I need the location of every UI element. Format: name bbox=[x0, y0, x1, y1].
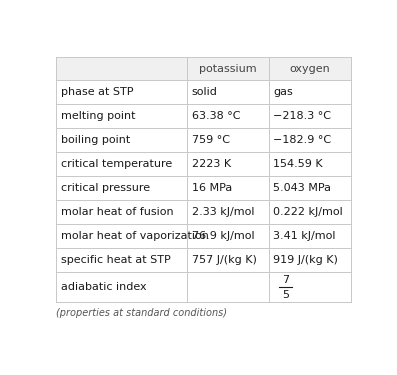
Bar bbox=[56, 128, 351, 152]
Bar bbox=[56, 272, 351, 302]
Bar bbox=[56, 176, 351, 200]
Text: 5: 5 bbox=[282, 290, 289, 300]
Text: melting point: melting point bbox=[61, 111, 135, 121]
Text: 154.59 K: 154.59 K bbox=[273, 159, 323, 169]
Text: molar heat of fusion: molar heat of fusion bbox=[61, 207, 173, 217]
Text: molar heat of vaporization: molar heat of vaporization bbox=[61, 231, 208, 241]
Bar bbox=[56, 104, 351, 128]
Text: 757 J/(kg K): 757 J/(kg K) bbox=[192, 255, 256, 265]
Text: critical pressure: critical pressure bbox=[61, 183, 150, 193]
Text: oxygen: oxygen bbox=[289, 63, 330, 74]
Text: (properties at standard conditions): (properties at standard conditions) bbox=[56, 308, 227, 318]
Bar bbox=[56, 248, 351, 272]
Text: specific heat at STP: specific heat at STP bbox=[61, 255, 170, 265]
Bar bbox=[56, 57, 351, 80]
Text: −182.9 °C: −182.9 °C bbox=[273, 135, 331, 145]
Text: 759 °C: 759 °C bbox=[192, 135, 229, 145]
Text: 16 MPa: 16 MPa bbox=[192, 183, 232, 193]
Text: 5.043 MPa: 5.043 MPa bbox=[273, 183, 331, 193]
Text: critical temperature: critical temperature bbox=[61, 159, 172, 169]
Bar bbox=[56, 224, 351, 248]
Text: adiabatic index: adiabatic index bbox=[61, 282, 146, 292]
Text: 63.38 °C: 63.38 °C bbox=[192, 111, 240, 121]
Text: 919 J/(kg K): 919 J/(kg K) bbox=[273, 255, 338, 265]
Text: −218.3 °C: −218.3 °C bbox=[273, 111, 331, 121]
Text: 2223 K: 2223 K bbox=[192, 159, 231, 169]
Text: boiling point: boiling point bbox=[61, 135, 130, 145]
Text: 3.41 kJ/mol: 3.41 kJ/mol bbox=[273, 231, 335, 241]
Bar bbox=[56, 80, 351, 104]
Text: solid: solid bbox=[192, 87, 218, 97]
Text: phase at STP: phase at STP bbox=[61, 87, 133, 97]
Bar bbox=[56, 200, 351, 224]
Text: 76.9 kJ/mol: 76.9 kJ/mol bbox=[192, 231, 254, 241]
Text: 0.222 kJ/mol: 0.222 kJ/mol bbox=[273, 207, 343, 217]
Bar bbox=[56, 152, 351, 176]
Text: 2.33 kJ/mol: 2.33 kJ/mol bbox=[192, 207, 254, 217]
Text: 7: 7 bbox=[282, 274, 289, 285]
Text: gas: gas bbox=[273, 87, 293, 97]
Text: potassium: potassium bbox=[199, 63, 257, 74]
